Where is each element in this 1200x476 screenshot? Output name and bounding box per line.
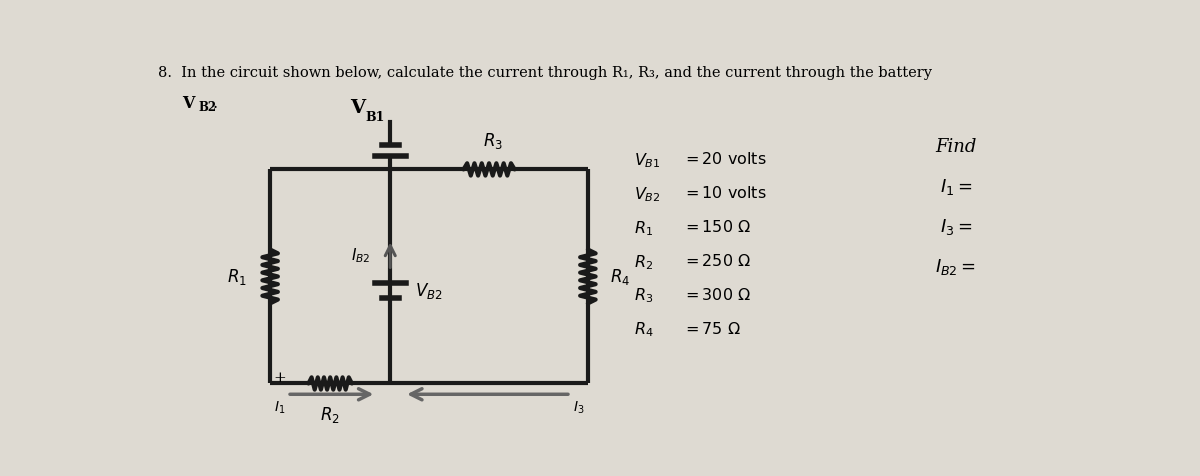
Text: $R_4$: $R_4$ bbox=[635, 320, 654, 338]
Text: $I_{B2} =$: $I_{B2} =$ bbox=[936, 256, 977, 276]
Text: V: V bbox=[182, 95, 194, 112]
Text: $R_3$: $R_3$ bbox=[482, 131, 503, 151]
Text: $R_2$: $R_2$ bbox=[320, 404, 340, 424]
Text: .: . bbox=[212, 95, 217, 112]
Text: $= 20\ \mathrm{volts}$: $= 20\ \mathrm{volts}$ bbox=[683, 151, 767, 168]
Text: $= 150\ \Omega$: $= 150\ \Omega$ bbox=[683, 218, 751, 236]
Text: +: + bbox=[274, 370, 286, 385]
Text: $I_{B2}$: $I_{B2}$ bbox=[352, 246, 371, 265]
Text: $= 10\ \mathrm{volts}$: $= 10\ \mathrm{volts}$ bbox=[683, 185, 767, 202]
Text: $R_3$: $R_3$ bbox=[635, 286, 654, 305]
Text: 8.  In the circuit shown below, calculate the current through R₁, R₃, and the cu: 8. In the circuit shown below, calculate… bbox=[157, 66, 931, 80]
Text: $= 75\ \Omega$: $= 75\ \Omega$ bbox=[683, 320, 742, 337]
Text: $I_1 =$: $I_1 =$ bbox=[940, 176, 972, 196]
Text: V: V bbox=[350, 99, 365, 116]
Text: $R_1$: $R_1$ bbox=[227, 267, 247, 287]
Text: B2: B2 bbox=[198, 101, 216, 114]
Text: $V_{B2}$: $V_{B2}$ bbox=[635, 185, 661, 203]
Text: $I_1$: $I_1$ bbox=[274, 398, 286, 415]
Text: $I_3 =$: $I_3 =$ bbox=[940, 216, 972, 236]
Text: Find: Find bbox=[935, 138, 977, 156]
Text: $= 250\ \Omega$: $= 250\ \Omega$ bbox=[683, 252, 751, 269]
Text: $V_{B1}$: $V_{B1}$ bbox=[635, 151, 661, 169]
Text: $V_{B2}$: $V_{B2}$ bbox=[415, 281, 443, 301]
Text: B1: B1 bbox=[365, 111, 384, 124]
Text: $R_4$: $R_4$ bbox=[610, 267, 630, 287]
Text: $R_1$: $R_1$ bbox=[635, 218, 654, 237]
Text: $R_2$: $R_2$ bbox=[635, 252, 654, 271]
Text: $I_3$: $I_3$ bbox=[572, 398, 584, 415]
Text: $= 300\ \Omega$: $= 300\ \Omega$ bbox=[683, 286, 751, 303]
